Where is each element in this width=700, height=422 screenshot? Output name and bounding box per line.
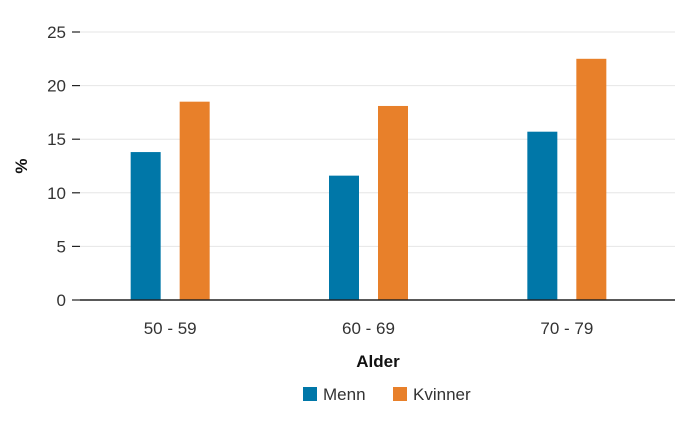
bar-menn-1 bbox=[329, 175, 359, 300]
x-tick-label: 50 - 59 bbox=[144, 319, 197, 338]
x-axis-label: Alder bbox=[356, 352, 400, 371]
legend-swatch-menn bbox=[303, 387, 317, 401]
y-tick-label: 0 bbox=[57, 291, 66, 310]
y-tick-label: 10 bbox=[47, 184, 66, 203]
x-tick-label: 70 - 79 bbox=[540, 319, 593, 338]
grid-lines bbox=[80, 31, 675, 247]
y-axis-ticks: 0 5 10 15 20 25 bbox=[47, 23, 80, 310]
legend-swatch-kvinner bbox=[393, 387, 407, 401]
bar-kvinner-1 bbox=[378, 105, 408, 300]
y-axis-label: % bbox=[12, 158, 31, 173]
y-tick-label: 25 bbox=[47, 23, 66, 42]
y-tick-label: 5 bbox=[57, 237, 66, 256]
bars bbox=[130, 58, 607, 301]
legend-label-kvinner: Kvinner bbox=[413, 385, 471, 404]
x-axis-ticks: 50 - 59 60 - 69 70 - 79 bbox=[144, 319, 594, 338]
bar-menn-2 bbox=[527, 131, 558, 300]
legend-label-menn: Menn bbox=[323, 385, 366, 404]
bar-kvinner-2 bbox=[576, 58, 607, 300]
bar-kvinner-0 bbox=[179, 101, 210, 301]
bar-menn-0 bbox=[130, 152, 161, 300]
y-tick-label: 20 bbox=[47, 77, 66, 96]
x-tick-label: 60 - 69 bbox=[342, 319, 395, 338]
legend: Menn Kvinner bbox=[303, 385, 471, 404]
y-tick-label: 15 bbox=[47, 130, 66, 149]
